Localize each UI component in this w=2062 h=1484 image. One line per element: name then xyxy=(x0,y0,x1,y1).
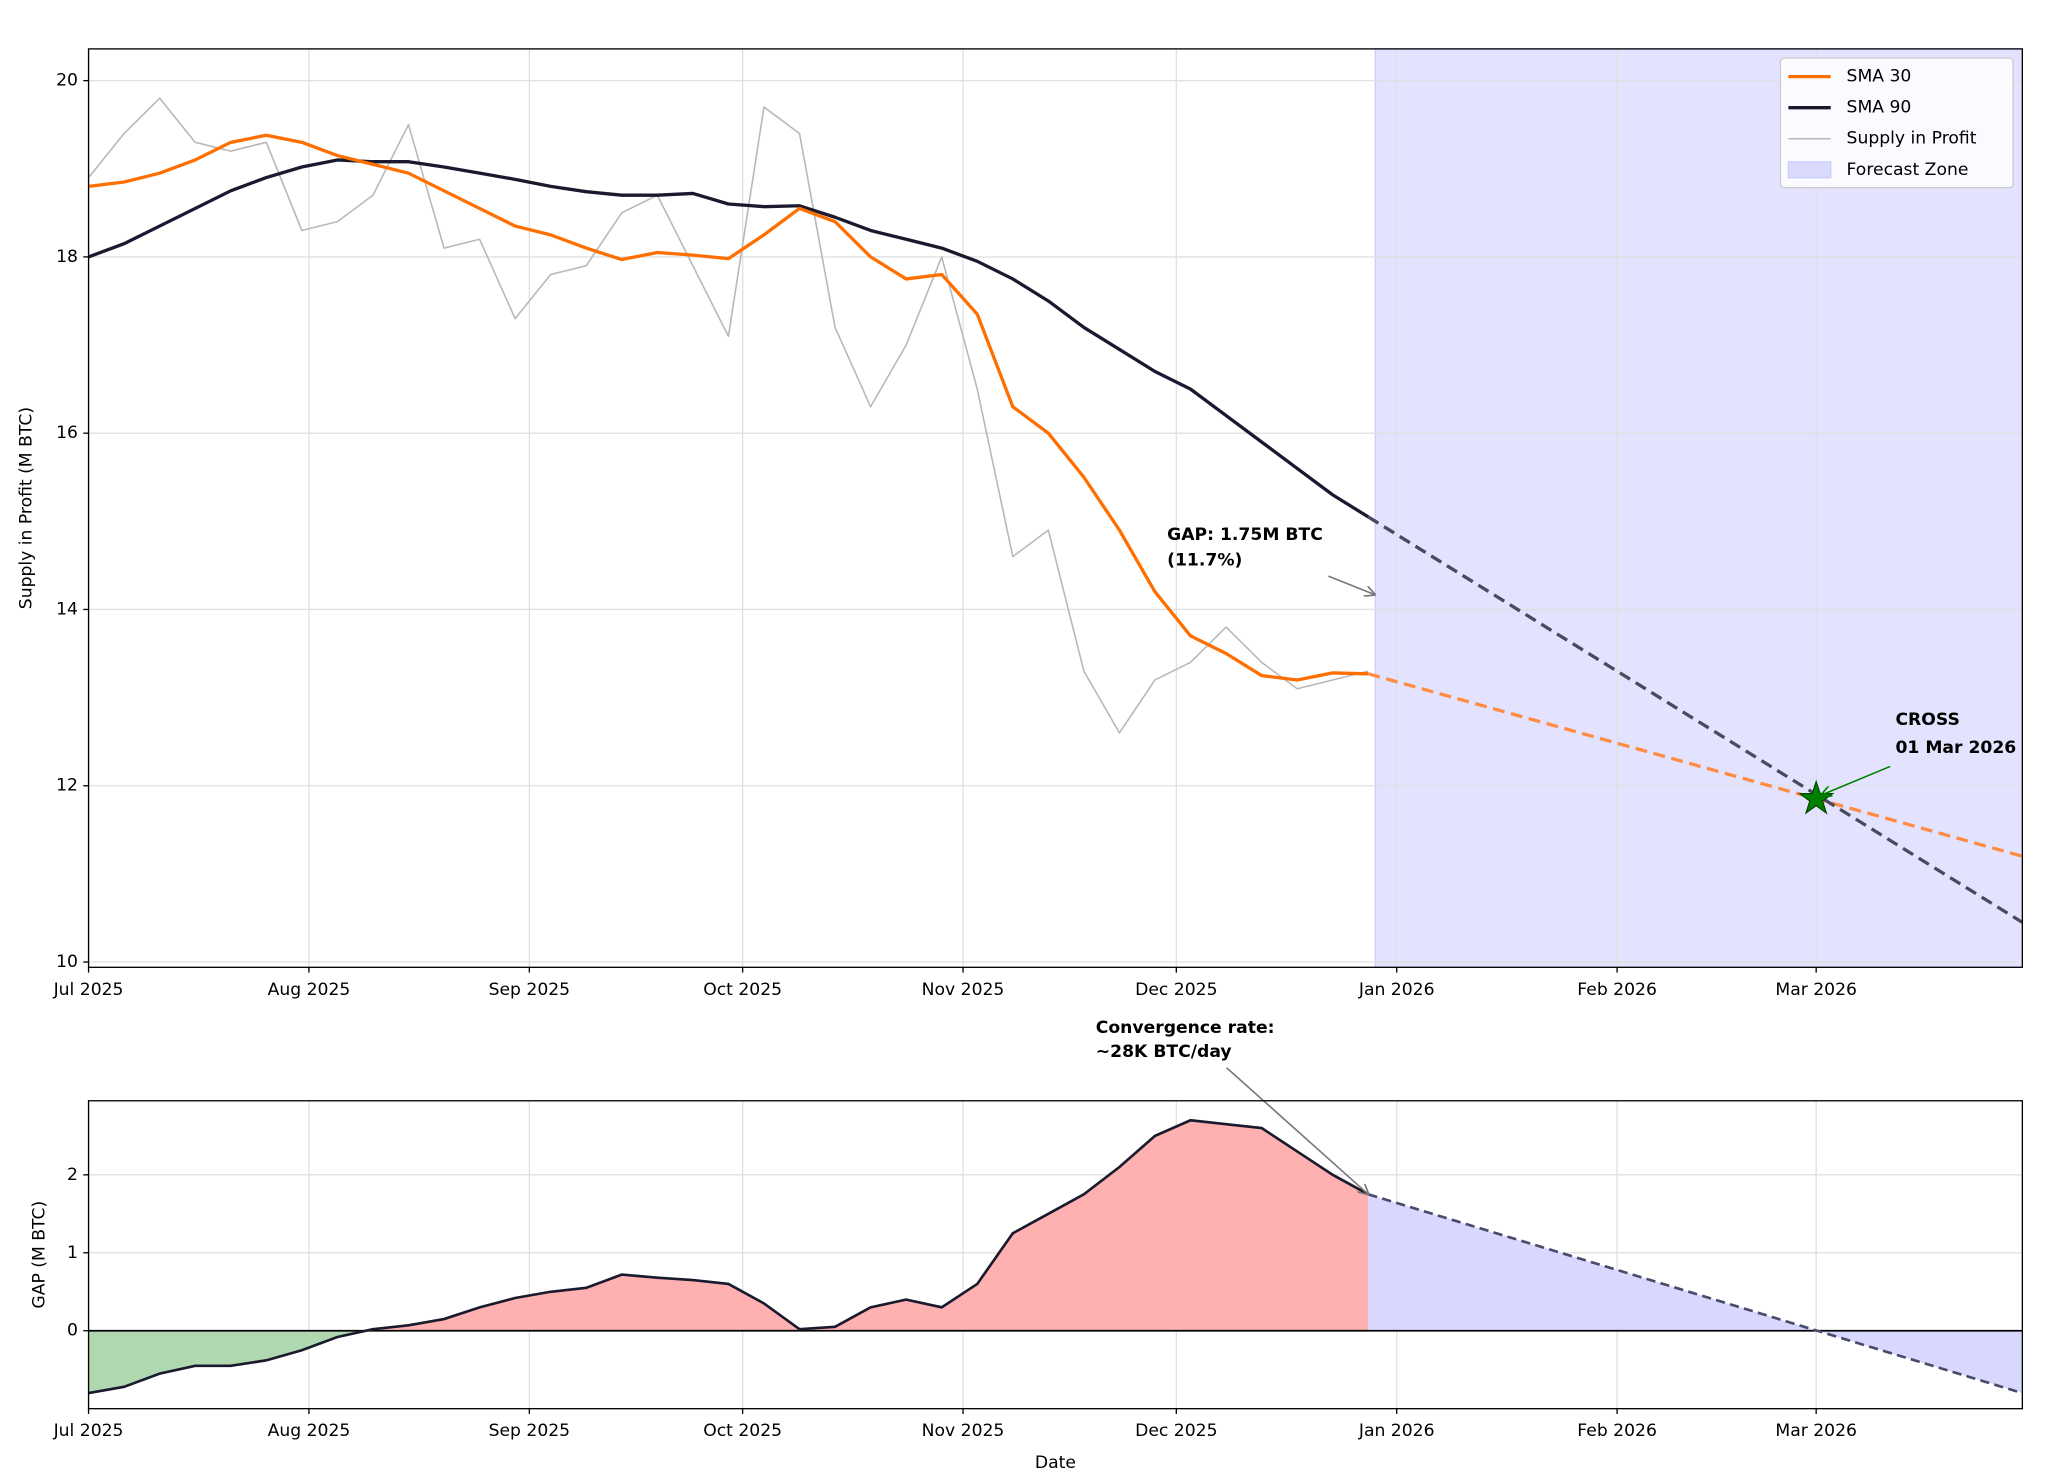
x-axis-label: Date xyxy=(1035,1453,1076,1473)
y-tick-label: 2 xyxy=(67,1165,78,1185)
x-tick-label: Nov 2025 xyxy=(922,1421,1005,1441)
y-tick-label: 18 xyxy=(56,247,78,267)
legend-label: SMA 30 xyxy=(1847,67,1912,87)
y-tick-label: 10 xyxy=(56,952,78,972)
x-tick-label: Sep 2025 xyxy=(489,980,571,1000)
rate-arrow xyxy=(1226,1067,1369,1195)
x-tick-label: Aug 2025 xyxy=(268,980,351,1000)
gap-annotation: (11.7%) xyxy=(1167,550,1242,570)
rate-annotation: Convergence rate: xyxy=(1096,1018,1275,1038)
y-axis-label: Supply in Profit (M BTC) xyxy=(16,407,36,609)
x-tick-label: Feb 2026 xyxy=(1577,1421,1657,1441)
legend-label: Forecast Zone xyxy=(1847,160,1969,180)
x-tick-label: Jan 2026 xyxy=(1358,1421,1435,1441)
x-tick-label: Jul 2025 xyxy=(53,1421,124,1441)
gap-annotation: GAP: 1.75M BTC xyxy=(1167,525,1323,545)
positive-area xyxy=(365,1120,1369,1331)
x-tick-label: Sep 2025 xyxy=(489,1421,571,1441)
y-tick-label: 0 xyxy=(67,1321,78,1341)
gap-line xyxy=(88,1118,1369,1395)
y-tick-label: 14 xyxy=(56,599,78,619)
x-tick-label: Dec 2025 xyxy=(1135,980,1217,1000)
y-tick-label: 20 xyxy=(56,71,78,91)
x-tick-label: Jul 2025 xyxy=(53,980,124,1000)
x-tick-label: Aug 2025 xyxy=(268,1421,351,1441)
y-tick-label: 1 xyxy=(67,1243,78,1263)
rate-annotation: ~28K BTC/day xyxy=(1096,1042,1232,1062)
x-tick-label: Feb 2026 xyxy=(1577,980,1657,1000)
forecast-line xyxy=(1367,672,2023,858)
legend-box xyxy=(1779,57,2014,189)
cross-label: CROSS xyxy=(1895,710,1959,730)
line xyxy=(88,133,1369,682)
negative-area xyxy=(88,1330,1369,1394)
axes-frame xyxy=(87,1100,2024,1410)
x-tick-label: Oct 2025 xyxy=(703,980,782,1000)
axes-frame xyxy=(87,48,2024,968)
gap-arrow xyxy=(1328,575,1374,595)
x-tick-label: Dec 2025 xyxy=(1135,1421,1217,1441)
cross-date: 01 Mar 2026 xyxy=(1895,738,2016,758)
legend-label: SMA 90 xyxy=(1847,98,1912,118)
forecast-line xyxy=(1367,1193,2023,1395)
x-tick-label: Mar 2026 xyxy=(1775,1421,1857,1441)
forecast-zone xyxy=(1374,48,2024,968)
legend-swatch xyxy=(1787,161,1832,179)
x-tick-label: Oct 2025 xyxy=(703,1421,782,1441)
line xyxy=(87,158,1370,519)
line xyxy=(87,97,1369,734)
cross-arrow xyxy=(1821,765,1891,795)
x-tick-label: Jan 2026 xyxy=(1358,980,1435,1000)
y-tick-label: 12 xyxy=(56,776,78,796)
y-tick-label: 16 xyxy=(56,423,78,443)
x-tick-label: Nov 2025 xyxy=(922,980,1005,1000)
x-tick-label: Mar 2026 xyxy=(1775,980,1857,1000)
legend-label: Supply in Profit xyxy=(1847,129,1977,149)
y-axis-label: GAP (M BTC) xyxy=(30,1201,50,1309)
